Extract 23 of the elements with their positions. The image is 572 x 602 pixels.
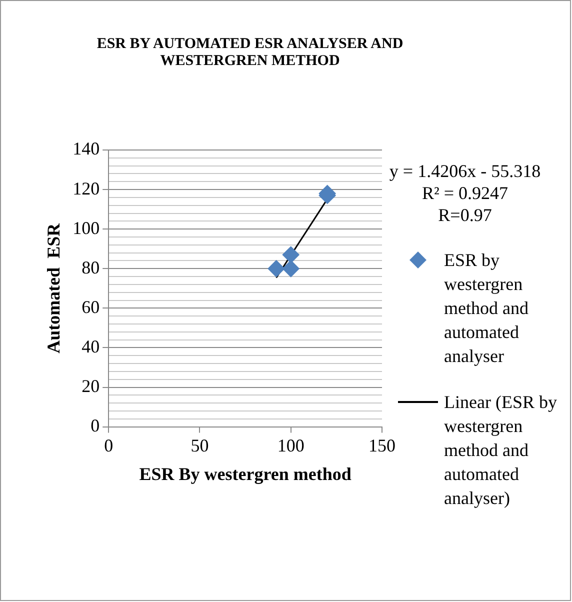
text: R=0.97 bbox=[437, 204, 493, 226]
y-tick-label: 140 bbox=[72, 138, 100, 159]
y-tick-label: 60 bbox=[82, 296, 100, 317]
point bbox=[282, 260, 300, 278]
y-tick-label: 20 bbox=[82, 376, 100, 396]
y-tick-label: 120 bbox=[72, 178, 100, 198]
legend-label: Linear (ESR by westergren method and automated analyser) bbox=[444, 391, 558, 510]
x-tick-label: 50 bbox=[190, 435, 209, 456]
x-axis-title: ESR By westergren method bbox=[139, 464, 352, 484]
y-tick-label: 40 bbox=[82, 336, 100, 356]
point bbox=[268, 260, 285, 278]
y-axis-title: Automated ESR bbox=[43, 222, 64, 354]
legend-label: ESR by westergren method and automated analyser bbox=[444, 249, 530, 368]
text: y = 1.4206x - 55.318 bbox=[388, 160, 542, 182]
x-tick-label: 0 bbox=[104, 435, 114, 456]
y-tick-label: 80 bbox=[82, 257, 100, 278]
x-tick-label: 150 bbox=[368, 435, 396, 456]
point bbox=[282, 246, 300, 264]
text: R² = 0.9247 bbox=[420, 182, 510, 204]
chart-title: ESR BY AUTOMATED ESR ANALYSER AND WESTERGREN METHOD bbox=[96, 36, 404, 70]
y-tick-label: 0 bbox=[90, 416, 100, 436]
y-tick-label: 100 bbox=[72, 218, 100, 238]
x-tick-label: 100 bbox=[277, 435, 304, 456]
